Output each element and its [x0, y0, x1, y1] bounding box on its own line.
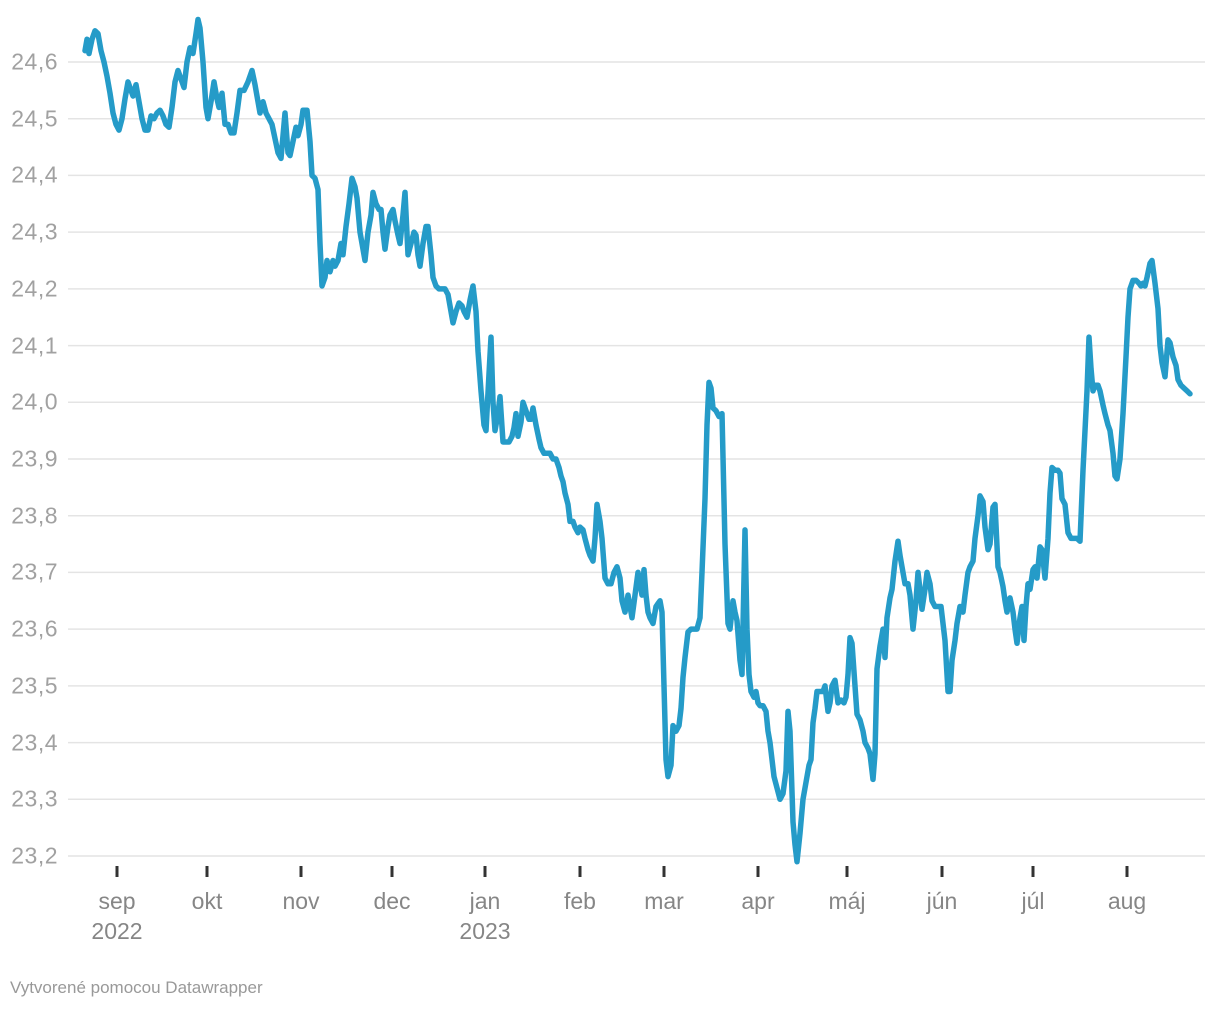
- x-axis-year-label: 2023: [459, 918, 511, 944]
- y-axis-label: 23,2: [11, 842, 58, 869]
- y-axis-label: 24,0: [11, 388, 58, 415]
- y-axis-label: 23,7: [11, 558, 58, 585]
- y-axis-label: 23,8: [11, 502, 58, 529]
- x-axis-month-label: sep: [98, 888, 136, 914]
- x-axis-month-label: jún: [926, 888, 958, 914]
- x-axis-tick: mar: [609, 886, 719, 916]
- x-axis-tick: okt: [152, 886, 262, 916]
- y-axis-label: 23,6: [11, 615, 58, 642]
- x-axis-month-label: aug: [1107, 888, 1147, 914]
- y-axis-label: 23,3: [11, 785, 58, 812]
- x-axis-month-label: mar: [644, 888, 684, 914]
- x-axis-month-label: jan: [469, 888, 501, 914]
- x-axis-tick: máj: [792, 886, 902, 916]
- y-axis-label: 23,5: [11, 672, 58, 699]
- y-axis-label: 24,4: [11, 161, 58, 188]
- y-axis-label: 24,6: [11, 48, 58, 75]
- x-axis-tick: nov: [246, 886, 356, 916]
- series-line: [82, 16, 1193, 865]
- y-axis-label: 24,5: [11, 105, 58, 132]
- x-axis-month-label: máj: [828, 888, 866, 914]
- x-axis-tick: jan 2023: [430, 886, 540, 946]
- x-axis-month-label: júl: [1021, 888, 1045, 914]
- x-axis-month-label: apr: [741, 888, 775, 914]
- x-axis-month-label: nov: [282, 888, 320, 914]
- y-axis-label: 24,2: [11, 275, 58, 302]
- x-axis-month-label: okt: [191, 888, 223, 914]
- y-axis-label: 23,9: [11, 445, 58, 472]
- x-axis-tick: júl: [978, 886, 1088, 916]
- x-axis-tick: feb: [525, 886, 635, 916]
- y-axis-label: 24,3: [11, 218, 58, 245]
- x-axis-year-label: 2022: [91, 918, 143, 944]
- x-axis-tick: aug: [1072, 886, 1182, 916]
- y-axis-label: 24,1: [11, 332, 58, 359]
- x-axis-tick: dec: [337, 886, 447, 916]
- x-axis-tick: apr: [703, 886, 813, 916]
- x-axis-month-label: feb: [564, 888, 596, 914]
- x-axis-tick: sep 2022: [62, 886, 172, 946]
- y-axis-label: 23,4: [11, 729, 58, 756]
- x-axis-tick: jún: [887, 886, 997, 916]
- x-axis-month-label: dec: [373, 888, 411, 914]
- datawrapper-attribution: Vytvorené pomocou Datawrapper: [10, 978, 263, 997]
